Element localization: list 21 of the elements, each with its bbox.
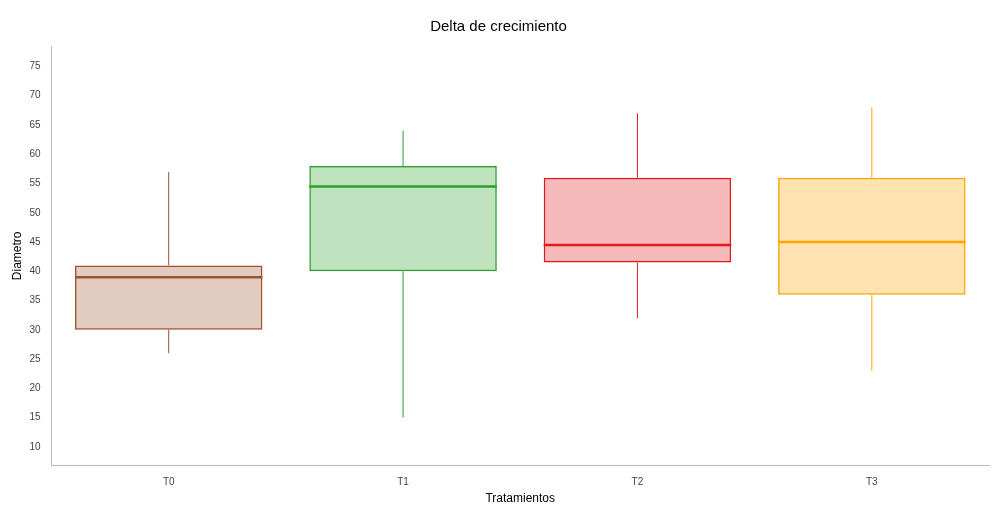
chart-title: Delta de crecimiento [430, 17, 567, 35]
y-tick-label: 35 [29, 294, 41, 306]
y-tick-label: 10 [29, 440, 41, 452]
y-tick-label: 65 [29, 118, 41, 130]
y-tick-label: 25 [29, 352, 41, 364]
y-tick-label: 15 [29, 411, 41, 423]
y-tick-label: 45 [29, 235, 41, 247]
y-tick-label: 55 [29, 177, 41, 189]
y-tick-label: 30 [29, 323, 41, 335]
x-tick-label: T1 [397, 476, 410, 488]
x-tick-label: T0 [162, 476, 175, 488]
y-tick-label: 75 [29, 60, 41, 72]
x-axis-title: Tratamientos [485, 491, 556, 506]
y-tick-label: 70 [29, 89, 41, 101]
y-tick-label: 20 [29, 382, 41, 394]
y-tick-label: 50 [29, 206, 41, 218]
x-tick-label: T2 [631, 476, 644, 488]
y-tick-label: 60 [29, 148, 41, 160]
x-tick-label: T3 [865, 476, 879, 488]
y-axis-title: Diametro [9, 231, 24, 281]
y-tick-label: 40 [29, 265, 41, 277]
